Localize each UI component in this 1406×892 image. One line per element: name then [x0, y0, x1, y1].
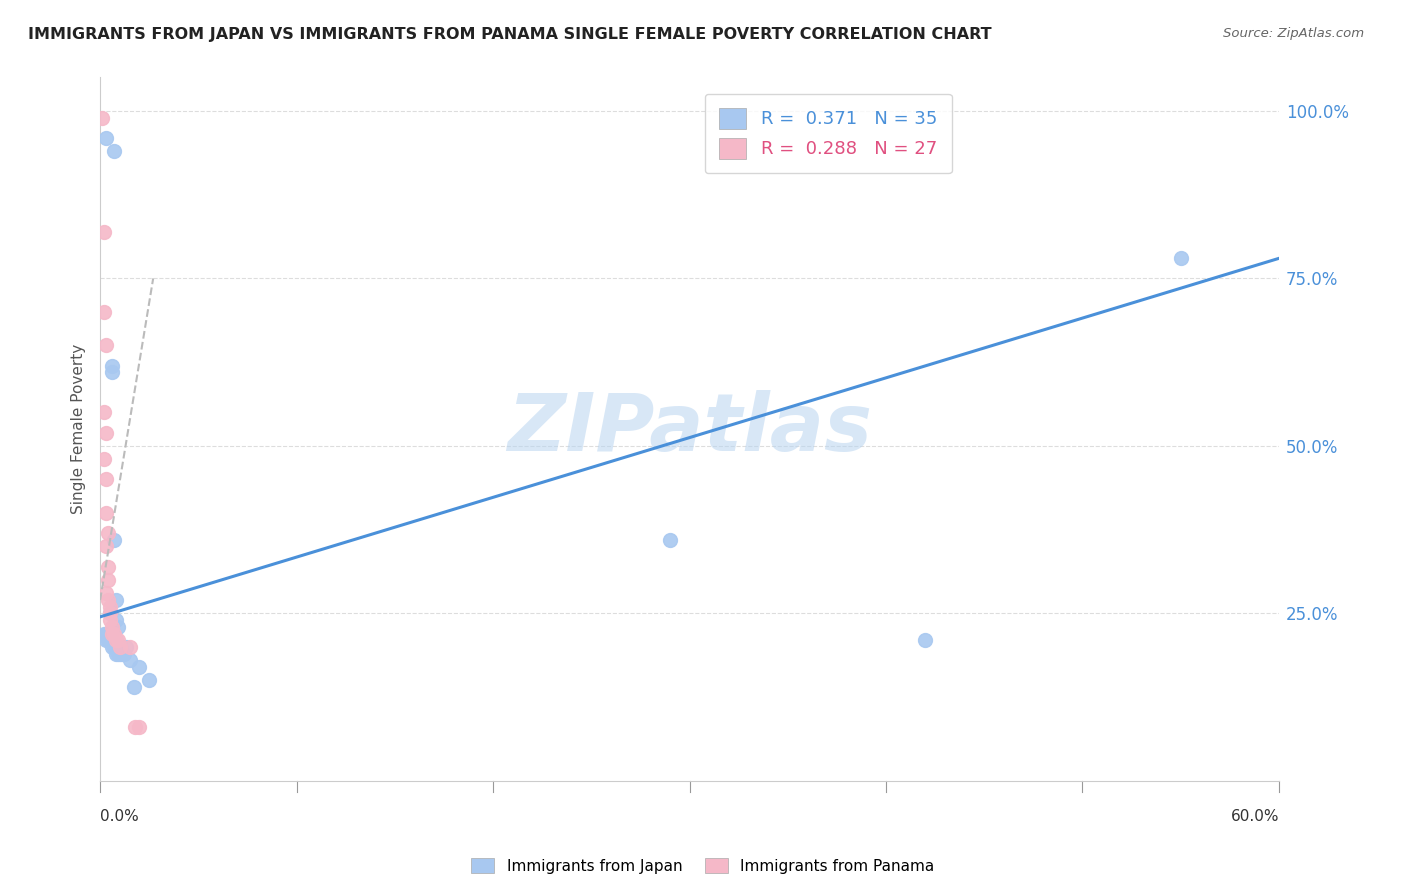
Point: [108, 647, 131, 661]
Point: [98, 607, 121, 621]
Point: [91, 111, 114, 125]
Point: [103, 640, 125, 654]
Point: [118, 653, 141, 667]
Point: [122, 680, 145, 694]
Point: [97, 633, 120, 648]
Point: [1170, 252, 1192, 266]
Point: [101, 640, 124, 654]
Legend: Immigrants from Japan, Immigrants from Panama: Immigrants from Japan, Immigrants from P…: [465, 852, 941, 880]
Point: [93, 452, 115, 467]
Point: [93, 225, 115, 239]
Point: [107, 633, 129, 648]
Point: [103, 626, 125, 640]
Point: [94, 586, 117, 600]
Point: [98, 613, 121, 627]
Point: [97, 526, 120, 541]
Point: [93, 305, 115, 319]
Point: [97, 626, 120, 640]
Point: [108, 640, 131, 654]
Point: [104, 613, 127, 627]
Point: [97, 559, 120, 574]
Point: [94, 425, 117, 440]
Point: [658, 533, 681, 547]
Text: 0.0%: 0.0%: [100, 809, 139, 824]
Point: [128, 660, 150, 674]
Text: ZIPatlas: ZIPatlas: [508, 390, 872, 468]
Point: [914, 633, 936, 648]
Point: [94, 473, 117, 487]
Point: [101, 365, 124, 379]
Point: [107, 647, 129, 661]
Point: [112, 647, 135, 661]
Point: [94, 540, 117, 554]
Point: [98, 607, 121, 621]
Point: [93, 405, 115, 419]
Point: [103, 533, 125, 547]
Point: [101, 359, 124, 373]
Text: Source: ZipAtlas.com: Source: ZipAtlas.com: [1223, 27, 1364, 40]
Point: [97, 573, 120, 587]
Point: [98, 599, 121, 614]
Point: [104, 593, 127, 607]
Point: [104, 633, 127, 648]
Point: [94, 338, 117, 352]
Text: 60.0%: 60.0%: [1230, 809, 1279, 824]
Point: [97, 593, 120, 607]
Point: [104, 640, 127, 654]
Point: [114, 640, 136, 654]
Point: [111, 647, 134, 661]
Point: [98, 633, 121, 648]
Y-axis label: Single Female Poverty: Single Female Poverty: [72, 344, 86, 515]
Point: [94, 130, 117, 145]
Point: [94, 633, 117, 648]
Point: [124, 720, 146, 734]
Point: [138, 673, 160, 688]
Point: [101, 620, 124, 634]
Point: [94, 506, 117, 520]
Point: [94, 626, 117, 640]
Point: [107, 640, 129, 654]
Point: [103, 144, 125, 158]
Point: [107, 620, 129, 634]
Point: [101, 633, 124, 648]
Point: [128, 720, 150, 734]
Point: [93, 626, 115, 640]
Point: [104, 647, 127, 661]
Legend: R =  0.371   N = 35, R =  0.288   N = 27: R = 0.371 N = 35, R = 0.288 N = 27: [704, 94, 952, 173]
Point: [108, 640, 131, 654]
Text: IMMIGRANTS FROM JAPAN VS IMMIGRANTS FROM PANAMA SINGLE FEMALE POVERTY CORRELATIO: IMMIGRANTS FROM JAPAN VS IMMIGRANTS FROM…: [28, 27, 991, 42]
Point: [118, 640, 141, 654]
Point: [101, 626, 124, 640]
Point: [98, 626, 121, 640]
